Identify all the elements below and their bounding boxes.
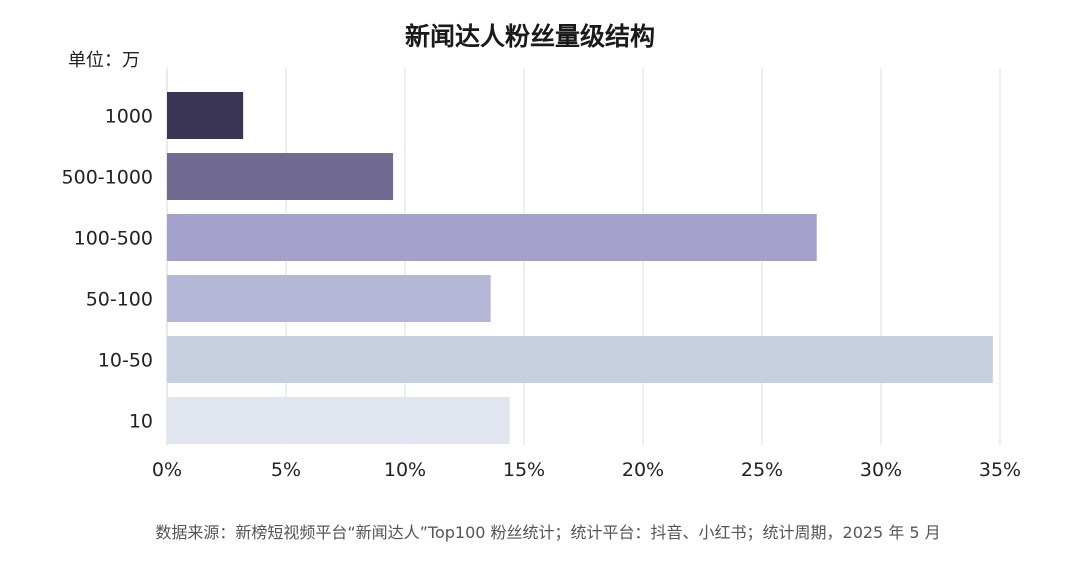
bar-100-500 (167, 214, 817, 261)
category-label-500-1000: 500-1000 (62, 167, 153, 189)
x-tick-label-5: 5% (271, 459, 301, 481)
x-tick-label-30: 30% (860, 459, 902, 481)
bar-1000 (167, 92, 244, 139)
x-tick-label-10: 10% (384, 459, 426, 481)
category-label-1000: 1000 (105, 106, 153, 128)
source-note: 数据来源：新榜短视频平台“新闻达人”Top100 粉丝统计；统计平台：抖音、小红… (155, 523, 940, 542)
category-label-50-100: 50-100 (86, 289, 153, 311)
category-label-10: 10 (129, 411, 153, 433)
category-label-100-500: 100-500 (74, 228, 153, 250)
x-tick-label-0: 0% (152, 459, 182, 481)
x-tick-label-20: 20% (622, 459, 664, 481)
unit-label: 单位：万 (68, 50, 140, 71)
bar-500-1000 (167, 153, 394, 200)
category-label-10-50: 10-50 (98, 350, 153, 372)
x-tick-label-15: 15% (503, 459, 545, 481)
chart-title: 新闻达人粉丝量级结构 (405, 22, 655, 51)
x-tick-label-35: 35% (979, 459, 1021, 481)
bar-10-50 (167, 336, 993, 383)
bar-50-100 (167, 275, 491, 322)
bar-10 (167, 397, 510, 444)
x-tick-label-25: 25% (741, 459, 783, 481)
x-tick-labels: 0% 5% 10% 15% 20% 25% 30% 35% (152, 459, 1021, 481)
bars (167, 92, 993, 444)
category-labels: 1000 500-1000 100-500 50-100 10-50 10 (62, 106, 153, 433)
